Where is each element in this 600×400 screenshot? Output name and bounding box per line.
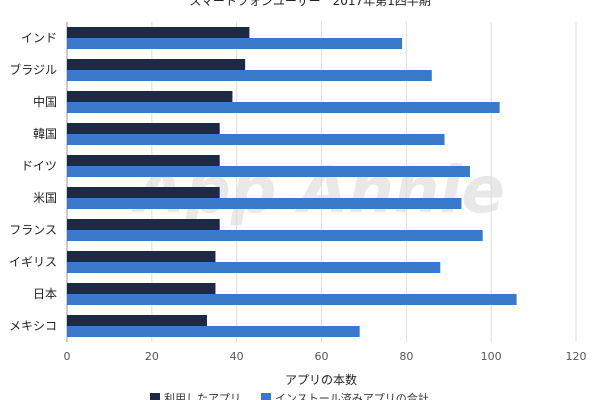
bar-installed-apps [67,166,470,177]
x-tick-label: 120 [566,350,587,363]
bar-installed-apps [67,294,517,305]
bar-used-apps [67,123,220,134]
category-label: 韓国 [33,127,57,141]
x-tick-labels: 0 20 40 60 80 100 120 [64,350,587,363]
bar-installed-apps [67,262,441,273]
bar-used-apps [67,251,216,262]
legend-swatch [150,393,160,400]
bar-installed-apps [67,38,403,49]
category-label: ドイツ [21,159,57,173]
bar-used-apps [67,283,216,294]
x-tick-label: 40 [230,350,244,363]
category-label: 米国 [33,191,57,205]
category-label: 日本 [33,287,57,301]
bar-used-apps [67,59,246,70]
bar-used-apps [67,27,250,38]
x-axis-label: アプリの本数 [285,372,357,387]
bar-used-apps [67,315,207,326]
legend-label: インストール済みアプリの合計 [275,391,429,400]
category-label: ブラジル [9,62,57,77]
bar-installed-apps [67,134,445,145]
bars [67,27,517,337]
bar-installed-apps [67,102,500,113]
category-label: フランス [9,223,57,237]
bar-installed-apps [67,198,462,209]
bar-used-apps [67,91,233,102]
x-tick-label: 0 [64,350,71,363]
bar-installed-apps [67,230,483,241]
legend-label: 利用したアプリ [164,392,241,400]
bar-used-apps [67,155,220,166]
x-tick-label: 80 [399,350,413,363]
bar-used-apps [67,219,220,230]
x-tick-label: 100 [481,350,502,363]
legend-swatch [261,393,271,400]
legend: 利用したアプリ インストール済みアプリの合計 [150,391,429,400]
category-label: 中国 [33,94,57,109]
bar-installed-apps [67,70,432,81]
chart-title: スマートフォンユーザー 2017年第1四半期 [189,0,431,8]
bar-used-apps [67,187,220,198]
x-tick-label: 60 [315,350,329,363]
category-label: イギリス [9,255,57,269]
bar-installed-apps [67,326,360,337]
category-label: メキシコ [9,319,57,333]
category-label: インド [21,31,57,45]
x-tick-label: 20 [145,350,159,363]
